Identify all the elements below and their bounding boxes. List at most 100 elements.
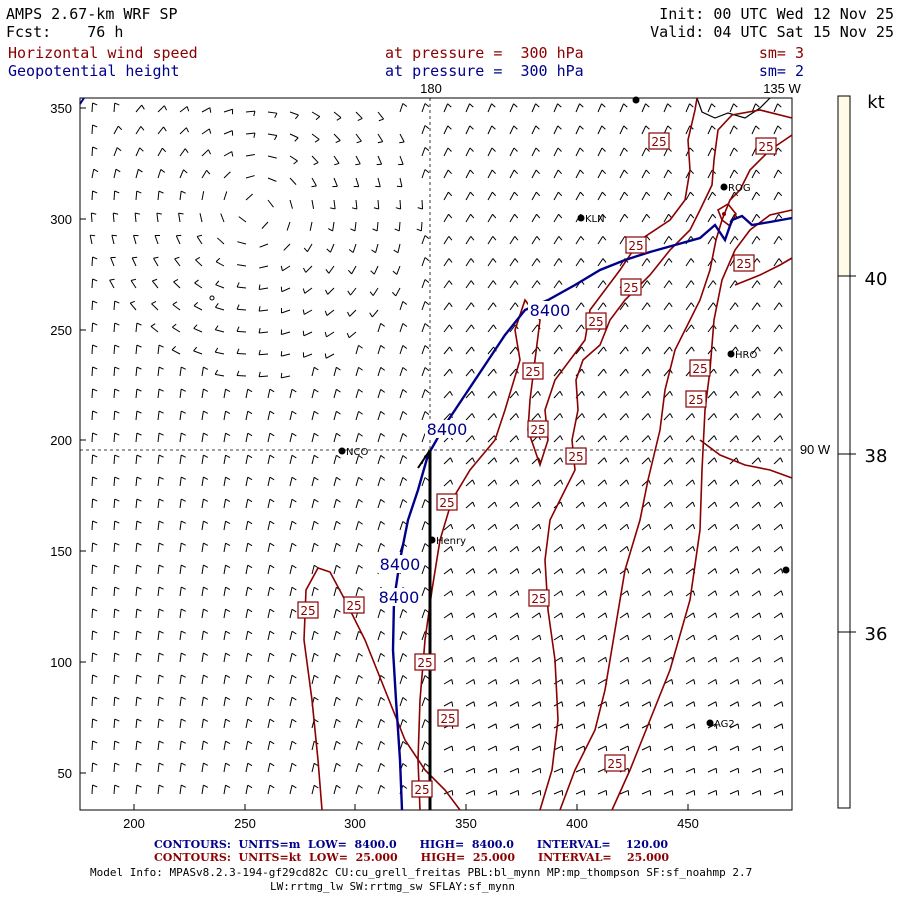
wind-barb [663,280,670,289]
wind-barb-flag [336,718,341,723]
wind-barb [355,133,362,142]
wind-barb [531,236,538,245]
wind-barb [267,111,277,114]
wind-barb [729,324,736,333]
wind-barb [641,125,647,135]
wind-barb-flag [580,302,585,308]
wind-barb [685,435,693,443]
wind-barb [179,675,182,685]
wind-barb-flag [448,258,453,263]
forecast-hours: 76 h [87,23,124,41]
wind-barb [135,366,138,377]
wind-barb-flag [603,413,607,419]
wind-barb-flag [136,718,142,722]
wind-barb-flag [778,213,783,219]
wind-barb-flag [492,280,497,285]
wind-barb-flag [560,612,564,618]
wind-barb [91,388,94,399]
wind-speed-contour [303,567,461,811]
wind-barb [91,564,94,575]
wind-barb [751,546,760,553]
wind-barb-flag [646,302,651,308]
wind-barb [443,745,453,751]
wind-barb [135,674,138,685]
wind-barb-flag [494,590,498,596]
wind-barb [751,679,761,685]
wind-barb-flag [347,269,353,275]
wind-barb [641,767,651,773]
wind-barb [193,305,203,311]
wind-barb-flag [758,524,762,530]
wind-barb-flag [581,435,585,441]
wind-barb-flag [291,432,297,437]
wind-barb [421,675,426,685]
wind-barb [553,767,563,773]
wind-barb-flag [561,679,564,685]
wind-contour-label-box [689,359,711,377]
wind-barb-flag [158,740,164,744]
wind-barb [267,741,271,751]
wind-barb [421,199,424,210]
wind-barb [751,723,761,729]
wind-barb-flag [735,346,739,352]
wind-barb-flag [193,346,198,352]
wind-barb [773,258,780,267]
wind-barb-flag [535,147,540,152]
wind-barb [173,281,181,289]
wind-barb-flag [380,543,386,547]
wind-barb [597,435,605,443]
wind-barb-flag [669,346,673,352]
wind-barb [355,499,360,509]
wind-barb [443,413,451,421]
wind-barb-flag [757,413,761,419]
wind-barb-flag [669,413,673,419]
wind-barb [236,308,247,311]
wind-barb-flag [780,457,784,463]
wind-barb-flag [758,568,762,574]
wind-barb-flag [626,590,630,596]
wind-barb [751,147,757,157]
wind-barb [751,413,759,421]
wind-barb [245,785,249,795]
wind-barb-flag [93,168,99,173]
wind-barb [751,280,758,289]
wind-contour-label-box [625,236,647,254]
wind-barb-flag [358,586,363,591]
wind-barb-flag [114,300,120,304]
colorbar-unit: kt [867,92,884,113]
wind-barb [575,590,584,597]
wind-barb [443,213,449,223]
wind-barb-flag [627,657,630,663]
wind-barb-flag [449,368,453,374]
wind-barb [773,169,779,179]
wind-barb [641,435,649,443]
wind-barb-flag [495,657,498,663]
wind-barb-flag [649,679,652,685]
wind-barb [531,479,539,487]
wind-barb [663,767,673,773]
wind-barb [685,302,692,311]
wind-barb [311,653,315,663]
wind-barb-flag [92,300,98,304]
wind-barb [157,126,164,135]
wind-barb-flag [424,477,430,482]
wind-barb [135,718,138,729]
wind-barb-flag [514,280,519,285]
wind-barb [509,324,516,333]
wind-barb [619,745,629,751]
wind-barb-flag [625,413,629,419]
wind-barb-flag [380,323,386,327]
wind-barb-flag [92,652,98,656]
wind-barb-flag [602,280,607,285]
wind-barb-flag [516,501,520,507]
wind-barb-flag [214,369,219,375]
meridian-label-90w: 90 W [800,442,831,457]
wind-barb [223,171,231,179]
wind-barb-flag [561,701,564,707]
wind-barb [597,213,603,223]
wind-barb [154,235,159,245]
wind-barb-flag [336,432,341,437]
wind-barb-flag [670,524,674,530]
wind-barb-flag [451,746,454,752]
wind-barb [245,763,249,773]
